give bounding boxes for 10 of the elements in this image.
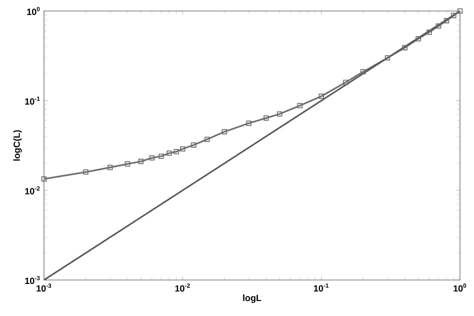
y-tick-label: 10$^{-1}$: [25, 96, 40, 105]
x-tick-label: 10$^{0}$: [454, 284, 466, 292]
x-tick-label: 10$^{-2}$: [175, 284, 190, 292]
x-tick-label: 10$^{-1}$: [314, 284, 329, 292]
y-axis-title: logC(L): [13, 130, 22, 161]
y-tick-label: 10$^{-2}$: [25, 186, 40, 194]
x-tick-label: 10$^{-3}$: [36, 284, 52, 292]
x-axis-title: logL: [243, 294, 262, 303]
y-tick-label: 10$^{-3}$: [25, 276, 40, 284]
y-tick-label: 10$^{0}$: [27, 6, 40, 16]
